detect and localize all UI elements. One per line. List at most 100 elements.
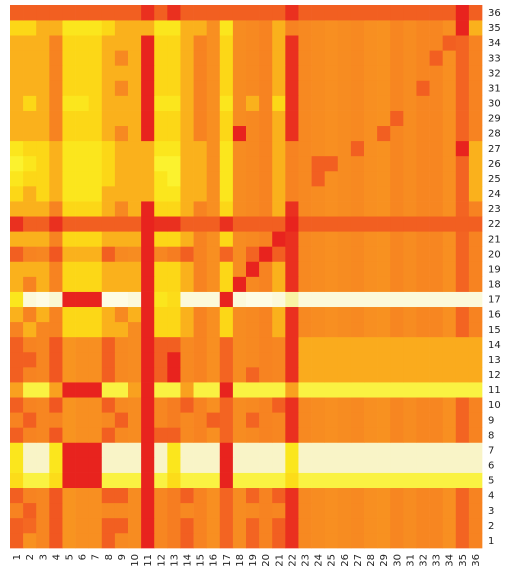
heatmap-cell-r6-c35	[455, 457, 470, 473]
heatmap-cell-r22-c3	[36, 216, 50, 232]
y-tick-label: 1	[488, 536, 494, 547]
heatmap-cell-r4-c3	[36, 487, 50, 504]
y-tick-label: 13	[488, 355, 501, 366]
heatmap-cell-r36-c2	[23, 5, 37, 21]
heatmap-cell-r9-c14	[180, 412, 194, 428]
heatmap-cell-r26-c17	[219, 155, 234, 172]
heatmap-cell-r32-c24	[311, 65, 326, 81]
heatmap-cell-r1-c28	[364, 532, 378, 549]
heatmap-cell-r34-c14	[180, 35, 194, 51]
x-tick-label: 10	[130, 554, 141, 567]
heatmap-cell-r3-c26	[337, 502, 352, 519]
heatmap-cell-r31-c7	[88, 80, 103, 96]
heatmap-cell-r17-c20	[259, 291, 273, 308]
heatmap-cell-r11-c4	[49, 382, 63, 398]
heatmap-cell-r26-c27	[350, 155, 365, 172]
heatmap-cell-r26-c6	[75, 155, 90, 172]
heatmap-cell-r5-c28	[364, 472, 378, 489]
heatmap-cell-r6-c33	[429, 457, 444, 473]
heatmap-cell-r3-c31	[403, 502, 417, 519]
heatmap-cell-r33-c21	[272, 50, 286, 66]
heatmap-cell-r6-c12	[154, 457, 168, 473]
heatmap-cell-r5-c16	[206, 472, 221, 489]
heatmap-cell-r3-c30	[390, 502, 404, 519]
y-tick-label: 28	[488, 129, 501, 140]
heatmap-cell-r15-c10	[128, 321, 142, 338]
heatmap-cell-r19-c27	[350, 261, 365, 277]
heatmap-cell-r8-c36	[468, 427, 483, 443]
heatmap-cell-r15-c20	[259, 321, 273, 338]
heatmap-cell-r29-c25	[324, 110, 339, 127]
heatmap-cell-r16-c15	[193, 306, 208, 323]
heatmap-cell-r34-c36	[468, 35, 483, 51]
heatmap-cell-r28-c22	[285, 125, 299, 142]
heatmap-cell-r22-c26	[337, 216, 352, 232]
heatmap-cell-r3-c17	[219, 502, 234, 519]
heatmap-cell-r8-c8	[101, 427, 116, 443]
heatmap-cell-r2-c32	[416, 517, 430, 534]
heatmap-cell-r30-c19	[246, 95, 260, 111]
heatmap-cell-r26-c12	[154, 155, 168, 172]
heatmap-cell-r33-c36	[468, 50, 483, 66]
heatmap-cell-r15-c16	[206, 321, 221, 338]
heatmap-cell-r16-c22	[285, 306, 299, 323]
heatmap-cell-r36-c28	[364, 5, 378, 21]
heatmap-cell-r4-c17	[219, 487, 234, 504]
heatmap-cell-r28-c31	[403, 125, 417, 142]
heatmap-cell-r16-c24	[311, 306, 326, 323]
heatmap-cell-r28-c12	[154, 125, 168, 142]
heatmap-cell-r32-c7	[88, 65, 103, 81]
heatmap-cell-r13-c34	[442, 351, 457, 368]
heatmap-cell-r16-c34	[442, 306, 457, 323]
heatmap-cell-r11-c33	[429, 382, 444, 398]
heatmap-cell-r26-c18	[232, 155, 247, 172]
heatmap-cell-r19-c7	[88, 261, 103, 277]
heatmap-cell-r27-c11	[141, 140, 155, 157]
heatmap-cell-r2-c28	[364, 517, 378, 534]
heatmap-cell-r11-c30	[390, 382, 404, 398]
heatmap-cell-r2-c8	[101, 517, 116, 534]
heatmap-cell-r18-c16	[206, 276, 221, 292]
heatmap-cell-r15-c8	[101, 321, 116, 338]
heatmap-cell-r14-c33	[429, 336, 444, 353]
x-tick-label: 28	[366, 554, 377, 567]
heatmap-cell-r36-c1	[10, 5, 24, 21]
heatmap-cell-r5-c27	[350, 472, 365, 489]
heatmap-cell-r29-c20	[259, 110, 273, 127]
x-tick-label: 30	[392, 554, 403, 567]
heatmap-cell-r24-c23	[298, 186, 312, 202]
heatmap-cell-r22-c10	[128, 216, 142, 232]
heatmap-cell-r7-c1	[10, 442, 24, 458]
heatmap-cell-r5-c4	[49, 472, 63, 489]
heatmap-cell-r35-c30	[390, 20, 404, 36]
heatmap-cell-r30-c10	[128, 95, 142, 111]
heatmap-cell-r16-c28	[364, 306, 378, 323]
heatmap-cell-r14-c28	[364, 336, 378, 353]
heatmap-cell-r9-c10	[128, 412, 142, 428]
heatmap-cell-r33-c8	[101, 50, 116, 66]
heatmap-cell-r17-c30	[390, 291, 404, 308]
heatmap-cell-r7-c5	[62, 442, 76, 458]
heatmap-cell-r34-c9	[114, 35, 129, 51]
heatmap-cell-r33-c3	[36, 50, 50, 66]
heatmap-cell-r13-c27	[350, 351, 365, 368]
heatmap-cell-r3-c3	[36, 502, 50, 519]
heatmap-cell-r13-c10	[128, 351, 142, 368]
heatmap-cell-r7-c15	[193, 442, 208, 458]
heatmap-cell-r25-c7	[88, 170, 103, 187]
heatmap-cell-r9-c11	[141, 412, 155, 428]
y-tick-label: 12	[488, 370, 501, 381]
heatmap-cell-r21-c14	[180, 231, 194, 247]
heatmap-cell-r20-c10	[128, 246, 142, 262]
heatmap-cell-r24-c11	[141, 186, 155, 202]
heatmap-cell-r11-c19	[246, 382, 260, 398]
heatmap-cell-r33-c2	[23, 50, 37, 66]
heatmap-cell-r6-c28	[364, 457, 378, 473]
heatmap-cell-r31-c24	[311, 80, 326, 96]
heatmap-cell-r27-c23	[298, 140, 312, 157]
heatmap-cell-r6-c17	[219, 457, 234, 473]
heatmap-cell-r25-c21	[272, 170, 286, 187]
heatmap-cell-r24-c3	[36, 186, 50, 202]
heatmap-cell-r15-c13	[167, 321, 181, 338]
heatmap-cell-r24-c9	[114, 186, 129, 202]
